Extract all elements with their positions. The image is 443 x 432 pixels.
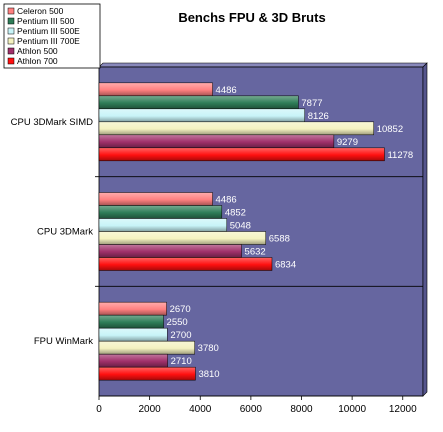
- data-label: 4486: [216, 85, 237, 96]
- legend: [3, 3, 101, 69]
- data-label: 4486: [216, 195, 237, 206]
- bar: [98, 121, 374, 136]
- bar: [98, 314, 164, 329]
- x-tick-label: 12000: [389, 404, 417, 415]
- plot-side-wall: [422, 62, 428, 397]
- legend-swatch: [7, 7, 15, 15]
- legend-entry: Athlon 700: [17, 56, 58, 66]
- bar: [98, 108, 305, 123]
- x-tick-label: 2000: [139, 404, 162, 415]
- legend-swatch: [7, 17, 15, 25]
- data-label: 10852: [377, 124, 403, 135]
- legend-entry: Pentium III 500: [17, 16, 74, 26]
- data-label: 2550: [167, 317, 188, 328]
- bar: [98, 366, 196, 381]
- data-label: 3810: [198, 369, 219, 380]
- bar: [98, 82, 213, 97]
- bar: [98, 327, 168, 342]
- data-label: 4852: [225, 208, 246, 219]
- data-label: 9279: [337, 137, 358, 148]
- plot-top-wall: [98, 62, 428, 68]
- bar: [98, 257, 273, 271]
- category-label: FPU WinMark: [34, 336, 93, 347]
- x-tick-label: 4000: [189, 404, 212, 415]
- bar: [98, 205, 223, 219]
- bar: [98, 353, 168, 368]
- legend-swatch: [7, 47, 15, 55]
- data-label: 5632: [245, 247, 266, 258]
- legend-swatch: [7, 27, 15, 35]
- legend-entry: Celeron 500: [17, 6, 64, 16]
- data-label: 7877: [301, 98, 322, 109]
- data-label: 8126: [308, 111, 329, 122]
- x-tick-label: 10000: [338, 404, 366, 415]
- bar: [98, 231, 267, 245]
- chart-title: Benchs FPU & 3D Bruts: [178, 10, 325, 25]
- x-tick-label: 8000: [290, 404, 313, 415]
- bar: [98, 147, 385, 162]
- category-label: CPU 3DMark: [37, 227, 93, 238]
- data-label: 6834: [275, 260, 296, 271]
- data-label: 3780: [198, 343, 219, 354]
- bar: [98, 218, 228, 232]
- bar: [98, 340, 195, 355]
- legend-entry: Athlon 500: [17, 46, 58, 56]
- data-label: 2700: [170, 330, 191, 341]
- data-label: 2710: [171, 356, 192, 367]
- bar: [98, 134, 335, 149]
- category-label: CPU 3DMark SIMD: [11, 117, 93, 128]
- bar: [98, 192, 213, 206]
- bar: [98, 244, 242, 258]
- legend-entry: Pentium III 700E: [17, 36, 80, 46]
- legend-swatch: [7, 57, 15, 65]
- legend-entry: Pentium III 500E: [17, 26, 80, 36]
- data-label: 5048: [230, 221, 251, 232]
- x-tick-label: 6000: [240, 404, 263, 415]
- legend-swatch: [7, 37, 15, 45]
- data-label: 11278: [387, 150, 413, 161]
- bar: [98, 301, 167, 316]
- data-label: 2670: [170, 304, 191, 315]
- data-label: 6588: [269, 234, 290, 245]
- bar: [98, 95, 299, 110]
- x-tick-label: 0: [96, 404, 102, 415]
